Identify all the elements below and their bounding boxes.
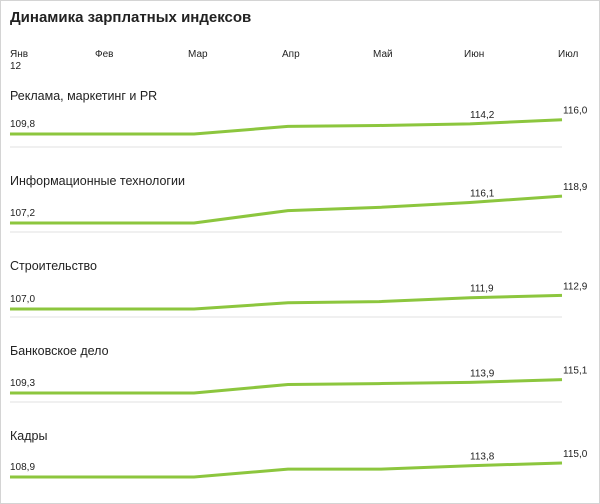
value-label: 115,1 — [563, 366, 588, 377]
value-label: 107,2 — [10, 208, 35, 219]
value-label: 108,9 — [10, 462, 35, 473]
value-label: 115,0 — [563, 449, 588, 460]
month-label: Май — [373, 49, 393, 60]
value-label: 109,3 — [10, 378, 35, 389]
chart-title: Динамика зарплатных индексов — [10, 9, 252, 26]
panel-title: Кадры — [10, 429, 47, 443]
series-line — [10, 293, 563, 311]
value-label: 116,0 — [563, 106, 588, 117]
month-label: Апр — [282, 49, 300, 60]
month-label: Янв — [10, 49, 29, 60]
month-label: Июл — [558, 49, 579, 60]
panel-title: Реклама, маркетинг и PR — [10, 89, 157, 103]
value-label: 109,8 — [10, 119, 35, 130]
value-label: 116,1 — [470, 189, 495, 200]
value-label: 118,9 — [563, 182, 588, 193]
series-line — [10, 461, 563, 479]
month-label: Фев — [95, 49, 114, 60]
panel-title: Банковское дело — [10, 344, 109, 358]
series-line — [10, 118, 563, 136]
value-label: 113,9 — [470, 368, 495, 379]
year-label: 12 — [10, 61, 22, 72]
month-label: Июн — [464, 49, 485, 60]
month-label: Мар — [188, 49, 208, 60]
value-label: 114,2 — [470, 110, 495, 121]
panel-title: Строительство — [10, 259, 97, 273]
value-label: 111,9 — [470, 284, 494, 295]
value-label: 112,9 — [563, 281, 588, 292]
value-label: 107,0 — [10, 294, 35, 305]
series-line — [10, 194, 563, 225]
series-line — [10, 378, 563, 395]
panel-title: Информационные технологии — [10, 174, 185, 188]
value-label: 113,8 — [470, 452, 495, 463]
